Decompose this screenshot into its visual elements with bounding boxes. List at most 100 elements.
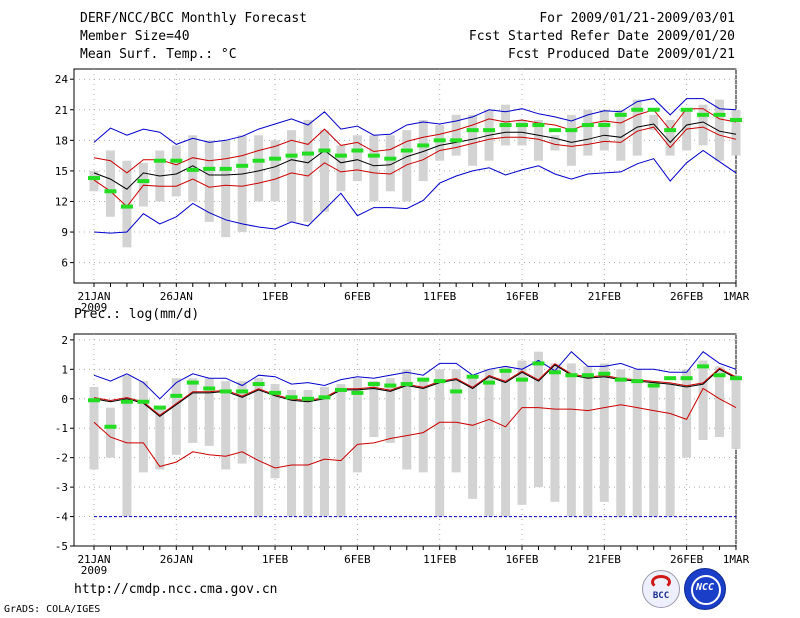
temp-percentile-bar (451, 114, 461, 156)
prec-median-marker (499, 368, 512, 373)
temp-median-marker (302, 151, 314, 156)
prec-median-marker (680, 376, 693, 381)
forecast-start-date-label: Fcst Started Refer Date 2009/01/20 (468, 29, 735, 44)
prec-median-marker (697, 364, 710, 369)
prec-max-line (93, 350, 737, 400)
prec-x-tick-label: 1MAR (723, 553, 750, 566)
prec-percentile-bar (484, 369, 494, 517)
prec-x-tick-label: 26JAN (160, 553, 193, 566)
temp-median-marker (532, 123, 545, 128)
temp-percentile-bar (682, 109, 692, 151)
prec-percentile-bar (435, 369, 445, 517)
prec-median-marker (466, 374, 479, 379)
prec-x-year-label: 2009 (81, 564, 108, 577)
temp-median-marker (120, 204, 133, 209)
temp-percentile-bar (303, 119, 313, 222)
temp-x-tick-label: 21JAN (77, 290, 110, 303)
temp-median-marker (203, 166, 216, 171)
temp-y-tick-label: 9 (61, 226, 68, 239)
forecast-period-label: For 2009/01/21-2009/03/01 (539, 11, 735, 26)
prec-percentile-bar (221, 381, 231, 470)
temp-median-marker (219, 166, 232, 171)
temp-median-marker (713, 112, 726, 117)
temp-x-tick-label: 6FEB (344, 290, 371, 303)
prec-median-marker (483, 380, 496, 385)
prec-percentile-bar (566, 363, 576, 517)
temp-x-year-label: 2009 (81, 301, 108, 314)
prec-median-marker (400, 382, 413, 387)
temp-median-marker (351, 148, 364, 153)
temp-median-marker (334, 153, 347, 158)
temp-percentile-bar (270, 140, 280, 202)
prec-percentile-bar (649, 381, 659, 517)
temp-median-marker (565, 128, 578, 133)
temp-upper-spread-line (93, 108, 737, 174)
prec-y-tick-label: -1 (55, 422, 68, 435)
prec-percentile-bar (731, 375, 741, 449)
temp-median-marker (104, 189, 117, 194)
prec-median-marker (153, 405, 166, 410)
variable-label-precipitation: Prec.: log(mm/d) (74, 307, 200, 322)
prec-percentile-bar (385, 378, 395, 443)
temp-percentile-bar (550, 135, 560, 151)
prec-median-marker (219, 389, 232, 394)
prec-percentile-bar (616, 369, 626, 517)
prec-median-marker (104, 424, 117, 429)
temp-percentile-bar (566, 114, 576, 166)
prec-percentile-bar (319, 387, 329, 517)
temp-percentile-bar (138, 162, 148, 207)
forecast-produced-date-label: Fcst Produced Date 2009/01/21 (508, 47, 735, 62)
prec-y-tick-label: -2 (55, 452, 68, 465)
prec-y-tick-label: 0 (61, 393, 68, 406)
temp-percentile-bar (402, 130, 412, 202)
prec-percentile-bar (105, 407, 115, 458)
temp-median-marker (285, 153, 298, 158)
prec-percentile-bar (451, 369, 461, 473)
temp-median-marker (483, 128, 496, 133)
temp-median-marker (664, 128, 677, 133)
temp-percentile-bar (435, 125, 445, 161)
member-size-label: Member Size=40 (80, 29, 190, 44)
temp-median-marker (88, 176, 100, 181)
prec-median-marker (236, 389, 249, 394)
source-url: http://cmdp.ncc.cma.gov.cn (74, 582, 278, 597)
temp-percentile-bar (468, 114, 478, 166)
temp-min-line (93, 149, 737, 234)
temp-percentile-bar (731, 109, 741, 156)
prec-median-marker (417, 377, 430, 382)
temp-median-marker (384, 156, 397, 161)
temp-percentile-bar (221, 140, 231, 238)
temp-plot-frame (73, 68, 737, 284)
prec-percentile-bar (122, 375, 132, 517)
temp-x-tick-label: 21FEB (588, 290, 621, 303)
temp-x-tick-label: 1FEB (262, 290, 289, 303)
chart-title: DERF/NCC/BCC Monthly Forecast (80, 11, 307, 26)
temp-ensemble-mean-line (93, 121, 737, 190)
temp-percentile-bar (369, 135, 379, 202)
prec-lower-spread-line (93, 387, 737, 469)
ncc-logo-icon: NCC (684, 568, 726, 610)
prec-percentile-bar (501, 366, 511, 517)
temp-median-marker (450, 138, 463, 143)
prec-x-tick-label: 6FEB (344, 553, 371, 566)
temp-median-marker (631, 107, 644, 112)
temp-percentile-bar (352, 135, 362, 182)
prec-median-marker (631, 379, 644, 384)
prec-percentile-bar (632, 369, 642, 517)
prec-median-marker (516, 377, 528, 382)
prec-percentile-bar (287, 389, 297, 517)
prec-percentile-bar (336, 384, 346, 517)
temp-lower-spread-line (93, 126, 737, 208)
bcc-logo-text: BCC (652, 591, 670, 601)
prec-percentile-bar (599, 363, 609, 502)
temp-median-marker (614, 112, 627, 117)
prec-x-tick-label: 1FEB (262, 553, 289, 566)
temp-max-line (93, 98, 737, 145)
prec-median-marker (532, 361, 545, 366)
prec-median-marker (581, 373, 594, 378)
temp-y-tick-label: 24 (55, 73, 69, 86)
prec-median-marker (88, 398, 100, 403)
prec-percentile-bar (138, 381, 148, 473)
temp-median-marker (516, 123, 528, 128)
